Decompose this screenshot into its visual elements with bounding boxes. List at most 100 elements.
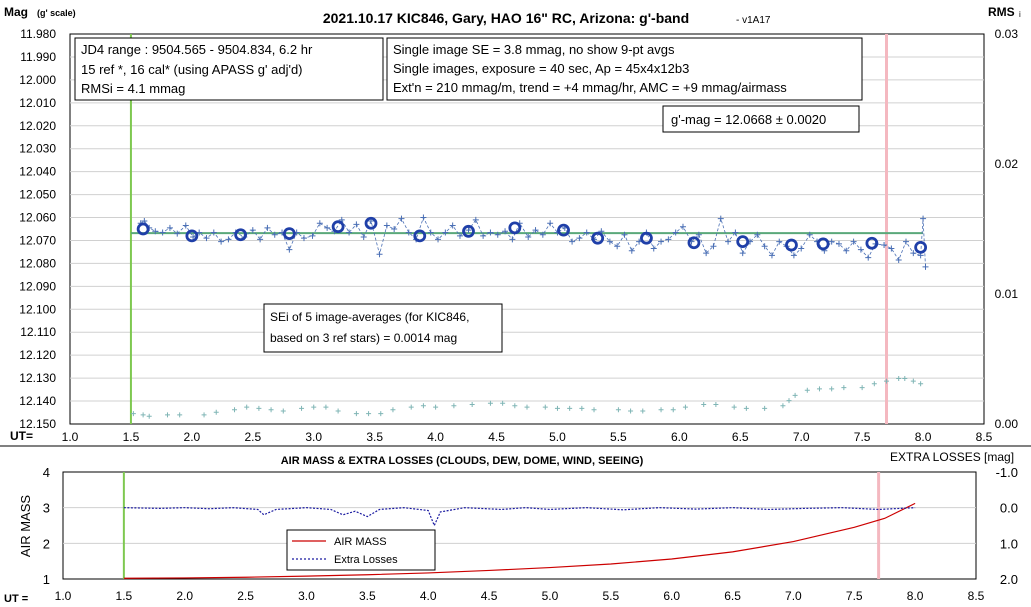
single-image-point <box>449 222 456 229</box>
single-image-point <box>435 236 442 243</box>
y-axis-label-sub: (g' scale) <box>37 8 76 18</box>
top-y-tick-label: 12.150 <box>19 417 56 431</box>
single-image-point <box>790 252 797 259</box>
top-y-tick-label: 12.050 <box>19 188 56 202</box>
rms-point <box>280 408 286 414</box>
rms-point <box>640 408 646 414</box>
rms-point <box>731 404 737 410</box>
bottom-x-tick-label: 3.0 <box>298 589 315 603</box>
single-image-point <box>472 216 479 223</box>
average-point <box>914 240 928 254</box>
bottom-y2-axis-label: EXTRA LOSSES [mag] <box>890 450 1014 464</box>
average-point <box>816 237 830 251</box>
single-image-point <box>225 236 232 243</box>
setup-line-2: Single images, exposure = 40 sec, Ap = 4… <box>393 61 689 76</box>
rms-point <box>542 404 548 410</box>
rms-point <box>390 407 396 413</box>
rms-point <box>164 412 170 418</box>
average-point <box>462 224 475 238</box>
single-image-point <box>391 226 398 232</box>
single-image-point <box>850 238 857 245</box>
average-point <box>331 220 345 234</box>
top-y-tick-label: 12.060 <box>19 211 56 225</box>
single-image-point <box>806 231 813 238</box>
single-image-point <box>257 236 264 243</box>
single-image-point <box>360 234 367 241</box>
single-image-point <box>494 231 501 238</box>
single-image-point <box>650 245 657 252</box>
rms-point <box>554 405 560 411</box>
bottom-y-axis-label: AIR MASS <box>18 495 33 557</box>
single-image-point <box>210 229 217 236</box>
single-image-point <box>583 229 590 236</box>
single-image-point <box>732 229 739 236</box>
rms-point <box>177 412 183 418</box>
rms-point <box>792 392 798 398</box>
single-image-point <box>249 227 256 234</box>
single-image-point <box>569 238 576 245</box>
rms-point <box>804 387 810 393</box>
top-x-tick-label: 2.5 <box>244 430 261 444</box>
top-rms-series <box>130 376 924 419</box>
single-image-point <box>480 232 487 239</box>
rms-point <box>780 403 786 409</box>
setup-box: Single image SE = 3.8 mmag, no show 9-pt… <box>386 37 863 101</box>
info-box: JD4 range : 9504.565 - 9504.834, 6.2 hr … <box>74 37 384 101</box>
rms-point <box>408 404 414 410</box>
rms-point <box>713 402 719 407</box>
top-y-tick-label: 12.070 <box>19 233 56 247</box>
average-point <box>785 238 798 252</box>
single-image-point <box>182 222 189 229</box>
top-light-curve-panel: 1.0 1.5 2.0 2.5 3.0 3.5 4.0 4.5 5.0 5.5 6.0 6.5 7.0 7… <box>4 5 1021 444</box>
single-image-point <box>621 231 628 238</box>
top-y2-tick-label: 0.03 <box>995 27 1019 41</box>
average-point <box>234 228 248 242</box>
single-image-point <box>271 231 278 238</box>
bottom-legend: AIR MASS Extra Losses <box>286 529 436 571</box>
bottom-x-tick-label: 7.5 <box>846 589 863 603</box>
single-image-point <box>695 231 702 238</box>
single-image-point <box>300 235 307 242</box>
rms-point <box>487 400 493 406</box>
chart-version: - v1A17 <box>736 15 771 26</box>
rms-point <box>841 385 847 391</box>
average-point <box>687 236 701 250</box>
top-y-tick-label: 12.080 <box>19 256 56 270</box>
rms-point <box>130 411 136 417</box>
single-image-point <box>174 230 181 237</box>
bottom-y2-tick-label: 0.0 <box>1000 501 1018 516</box>
single-image-point <box>888 245 895 252</box>
rms-point <box>884 378 890 384</box>
single-image-point <box>703 250 710 257</box>
top-y-tick-labels: 11.980 11.990 12.000 12.010 12.020 12.030 12.0… <box>19 27 56 431</box>
single-image-point <box>881 242 888 249</box>
bottom-y2-tick-label: 2.0 <box>1000 572 1018 587</box>
single-image-point <box>857 246 864 253</box>
bottom-plot-area <box>62 471 977 580</box>
top-x-tick-label: 5.0 <box>549 430 566 444</box>
bottom-x-tick-label: 1.5 <box>116 589 133 603</box>
bottom-x-tick-label: 3.5 <box>359 589 376 603</box>
sei-line-2: based on 3 ref stars) = 0.0014 mag <box>270 331 457 345</box>
top-x-tick-label: 4.5 <box>488 430 505 444</box>
legend-airmass-label: AIR MASS <box>334 536 387 548</box>
rms-point <box>902 376 908 381</box>
rms-point <box>896 376 902 381</box>
top-y2-tick-label: 0.00 <box>995 417 1019 431</box>
single-image-point <box>532 227 539 234</box>
top-y-tick-label: 12.010 <box>19 96 56 110</box>
average-point <box>413 229 427 243</box>
info-line-2: 15 ref *, 16 cal* (using APASS g' adj'd) <box>81 62 303 77</box>
single-image-point <box>502 228 509 235</box>
single-image-point <box>203 235 210 242</box>
single-image-point <box>159 229 166 236</box>
info-line-1: JD4 range : 9504.565 - 9504.834, 6.2 hr <box>81 42 313 57</box>
single-image-point <box>761 243 768 250</box>
setup-line-3: Ext'n = 210 mmag/m, trend = +4 mmag/hr, … <box>393 80 787 95</box>
rms-point <box>256 405 262 411</box>
rms-point <box>201 412 207 418</box>
single-image-point <box>405 229 412 236</box>
single-image-point <box>776 238 783 245</box>
top-x-tick-label: 7.0 <box>793 430 810 444</box>
